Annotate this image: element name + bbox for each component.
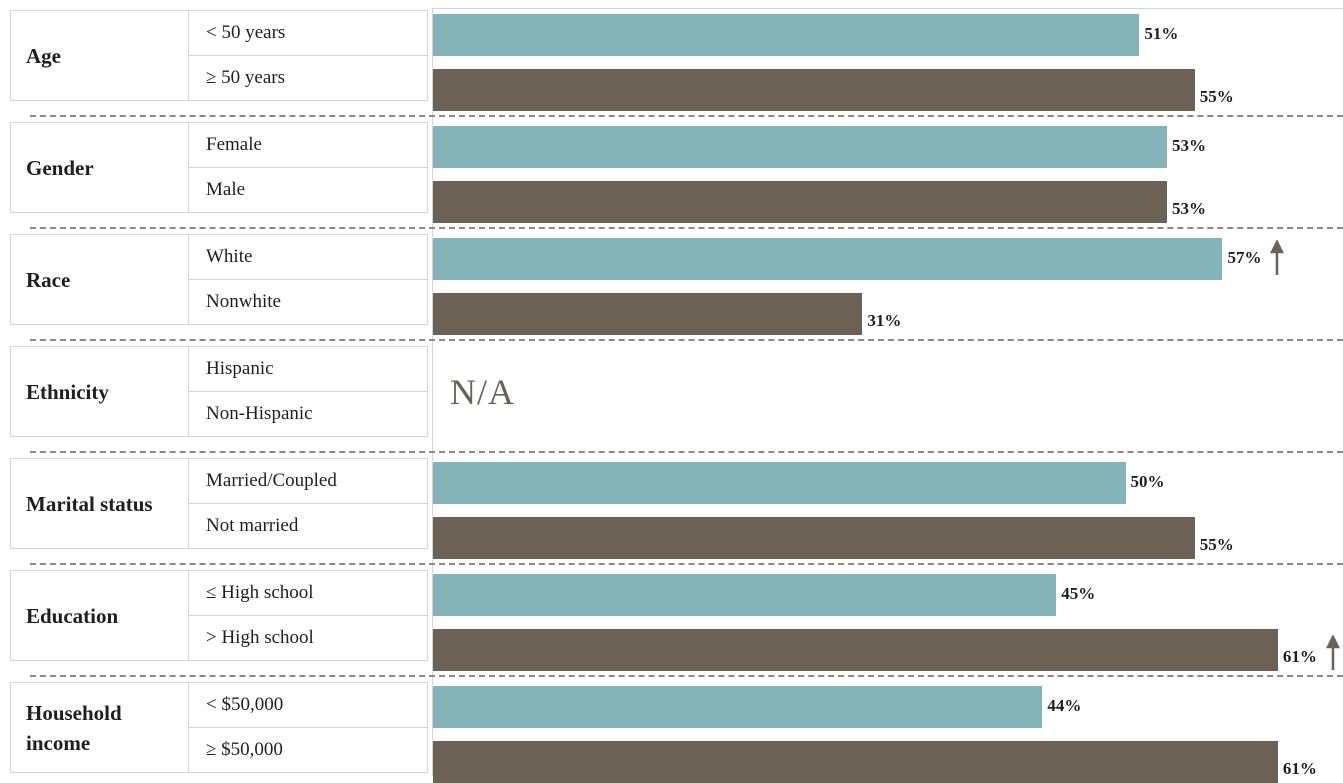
bar [433, 181, 1168, 223]
bar [433, 462, 1126, 504]
group-separator [30, 339, 1343, 341]
data-label: 55% [1199, 87, 1234, 106]
bar [433, 293, 863, 335]
row-divider [188, 167, 428, 168]
category-label: ≥ $50,000 [206, 738, 283, 760]
category-label: < 50 years [206, 21, 286, 43]
bar [433, 69, 1195, 111]
group-label: Gender [26, 155, 94, 180]
up-arrow-icon [1325, 635, 1340, 670]
row-divider [188, 55, 428, 56]
category-label: Male [206, 178, 246, 200]
data-label: 44% [1047, 696, 1082, 715]
group-label: Marital status [26, 491, 153, 516]
table-right-border [432, 8, 433, 776]
group-separator [30, 675, 1343, 677]
group-separator [30, 227, 1343, 229]
data-label: 53% [1172, 136, 1207, 155]
group-label: Age [26, 43, 61, 68]
up-arrow-icon [1270, 240, 1285, 275]
data-label: 55% [1199, 535, 1234, 554]
bar [433, 238, 1223, 280]
category-label: ≤ High school [206, 581, 314, 603]
data-label: 61% [1282, 759, 1317, 778]
group-separator [30, 451, 1343, 453]
row-divider [188, 503, 428, 504]
data-label: 57% [1227, 248, 1262, 267]
category-label: Hispanic [206, 357, 274, 379]
group-label: Household income [26, 700, 122, 755]
bar [433, 629, 1278, 671]
category-label: ≥ 50 years [206, 66, 286, 88]
bar [433, 14, 1140, 56]
data-label: 53% [1172, 199, 1207, 218]
group-label: Race [26, 267, 71, 292]
group-label: Ethnicity [26, 379, 109, 404]
row-divider [188, 615, 428, 616]
category-label: Non-Hispanic [206, 402, 313, 424]
chart-top-border [432, 8, 1343, 9]
category-label: Female [206, 133, 262, 155]
row-divider [188, 279, 428, 280]
bar [433, 517, 1195, 559]
row-divider [188, 727, 428, 728]
category-label: Not married [206, 514, 299, 536]
data-label: 61% [1282, 647, 1317, 666]
row-divider [188, 391, 428, 392]
group-separator [30, 563, 1343, 565]
bar [433, 686, 1043, 728]
category-label: Married/Coupled [206, 469, 337, 491]
na-text: N/A [450, 372, 515, 412]
group-label: Education [26, 603, 119, 628]
bar [433, 574, 1057, 616]
category-label: > High school [206, 626, 314, 648]
data-label: 50% [1130, 472, 1165, 491]
category-label: < $50,000 [206, 693, 284, 715]
data-label: 31% [867, 311, 902, 330]
category-label: Nonwhite [206, 290, 281, 312]
bar [433, 741, 1278, 783]
group-separator [30, 115, 1343, 117]
category-label: White [206, 245, 253, 267]
data-label: 51% [1144, 24, 1179, 43]
bar [433, 126, 1168, 168]
data-label: 45% [1061, 584, 1096, 603]
